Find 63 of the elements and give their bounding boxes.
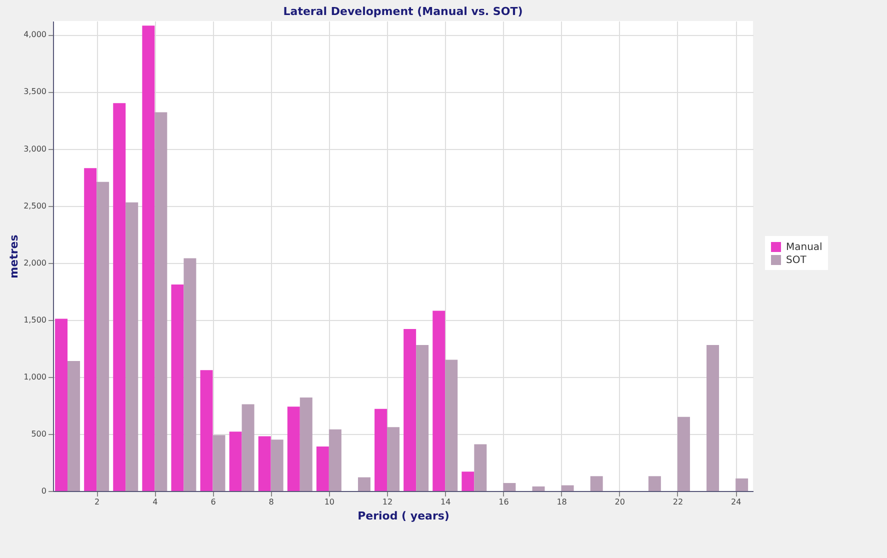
x-tick-label: 8 [268,498,274,506]
y-tick-label: 500 [31,429,46,438]
y-tick-label: 4,000 [24,30,46,40]
bar [212,435,226,491]
bar [474,444,487,491]
x-tick-label: 12 [382,498,393,506]
bar [200,370,213,491]
bar [270,440,284,491]
bar [96,182,110,491]
bar [404,329,416,491]
bar [648,476,661,491]
bar [229,432,242,491]
y-tick-label: 2,500 [24,201,46,210]
bar [84,168,97,491]
y-tick-label: 3,000 [24,144,46,154]
bar [532,486,545,491]
y-tick-label: 2,000 [24,258,46,268]
x-tick-label: 16 [498,498,509,506]
legend-label: SOT [786,255,808,266]
bar [561,485,574,491]
bar [387,427,400,491]
y-tick-label: 0 [41,486,46,496]
x-axis-title: Period ( years) [358,510,450,522]
y-tick-label: 1,500 [24,315,46,324]
bar [55,318,68,491]
bar [242,404,254,491]
bar [416,344,429,491]
bar [706,344,720,491]
bar [126,202,138,491]
bar [184,258,196,491]
x-tick-label: 4 [152,498,158,506]
bar [287,406,300,491]
bar [316,446,329,491]
x-tick-label: 2 [94,498,100,506]
bar [300,397,312,491]
x-tick-label: 10 [324,498,335,506]
x-tick-label: 14 [440,498,451,506]
y-tick-label: 3,500 [24,87,46,96]
bar [590,476,603,491]
chart-title: Lateral Development (Manual vs. SOT) [283,5,523,18]
bar [113,103,126,491]
bar [154,112,168,491]
bar [358,477,370,491]
bar [445,360,458,491]
bar [677,416,690,491]
x-tick-label: 20 [614,498,625,506]
bar [258,436,271,491]
bar [503,483,516,491]
x-tick-label: 18 [556,498,567,506]
y-tick-label: 1,000 [24,372,46,382]
bar [68,360,80,491]
bar [462,472,474,491]
bar [171,284,184,491]
x-tick-label: 6 [210,498,216,506]
bar [736,478,748,491]
x-tick-label: 24 [730,498,742,506]
bar [142,26,155,491]
legend-label: Manual [786,242,822,253]
bar [374,408,388,491]
x-tick-label: 22 [672,498,684,506]
bar [328,429,342,491]
y-axis-title: metres [8,234,21,278]
bar [432,310,446,491]
